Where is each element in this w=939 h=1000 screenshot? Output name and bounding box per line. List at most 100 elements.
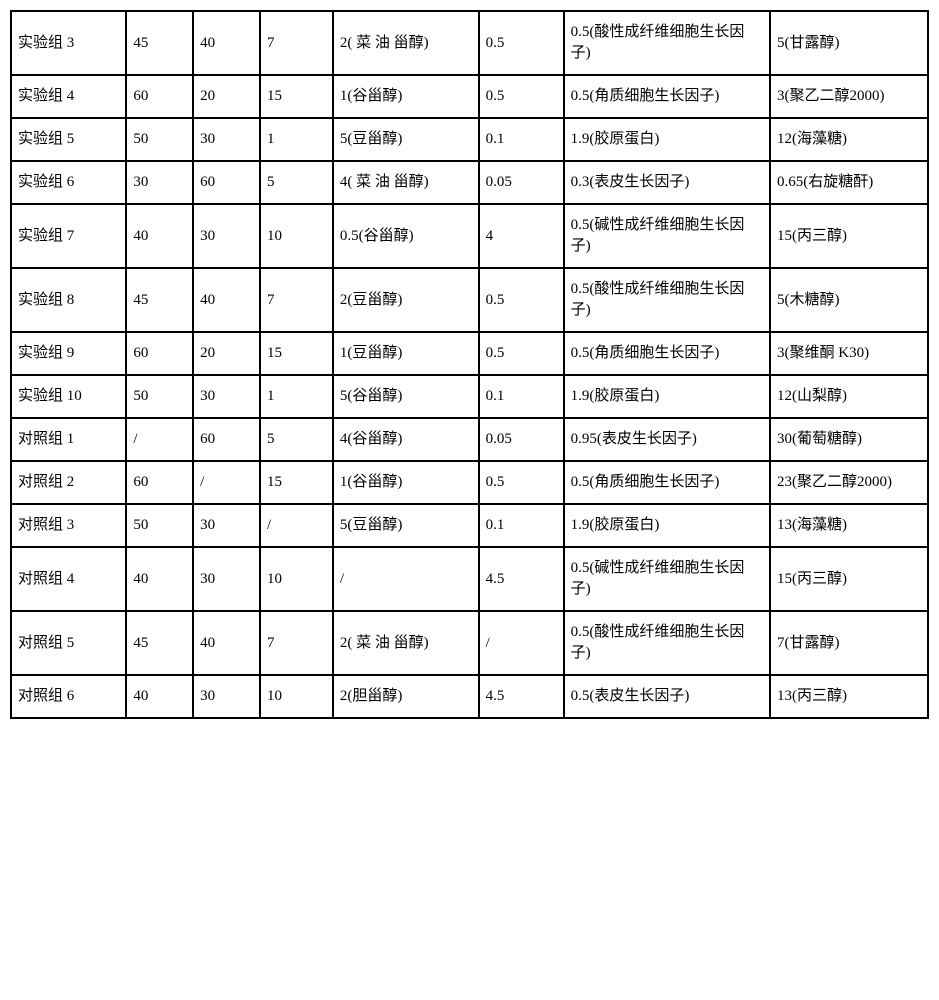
table-cell: / — [333, 547, 479, 611]
table-body: 实验组 3454072( 菜 油 甾醇)0.50.5(酸性成纤维细胞生长因子)5… — [11, 11, 928, 718]
data-table: 实验组 3454072( 菜 油 甾醇)0.50.5(酸性成纤维细胞生长因子)5… — [10, 10, 929, 719]
table-row: 对照组 35030/5(豆甾醇)0.11.9(胶原蛋白)13(海藻糖) — [11, 504, 928, 547]
table-cell: 0.5(碱性成纤维细胞生长因子) — [564, 204, 770, 268]
table-cell: 0.1 — [479, 375, 564, 418]
table-cell: 40 — [126, 547, 193, 611]
table-row: 实验组 10503015(谷甾醇)0.11.9(胶原蛋白)12(山梨醇) — [11, 375, 928, 418]
table-row: 实验组 96020151(豆甾醇)0.50.5(角质细胞生长因子)3(聚维酮 K… — [11, 332, 928, 375]
table-cell: 实验组 7 — [11, 204, 126, 268]
table-cell: 0.95(表皮生长因子) — [564, 418, 770, 461]
table-cell: 0.5(角质细胞生长因子) — [564, 332, 770, 375]
table-cell: 5(木糖醇) — [770, 268, 928, 332]
table-cell: 对照组 6 — [11, 675, 126, 718]
table-cell: / — [260, 504, 333, 547]
table-cell: 对照组 2 — [11, 461, 126, 504]
table-cell: 45 — [126, 611, 193, 675]
table-row: 对照组 4403010/4.50.5(碱性成纤维细胞生长因子)15(丙三醇) — [11, 547, 928, 611]
table-cell: 对照组 1 — [11, 418, 126, 461]
table-cell: 1 — [260, 375, 333, 418]
table-cell: 5 — [260, 418, 333, 461]
table-cell: 30 — [193, 675, 260, 718]
table-cell: 40 — [126, 675, 193, 718]
table-cell: 4( 菜 油 甾醇) — [333, 161, 479, 204]
table-cell: 0.1 — [479, 504, 564, 547]
table-cell: 对照组 4 — [11, 547, 126, 611]
table-cell: 7 — [260, 611, 333, 675]
table-cell: / — [126, 418, 193, 461]
table-cell: 0.65(右旋糖酐) — [770, 161, 928, 204]
table-cell: 0.05 — [479, 418, 564, 461]
table-cell: 60 — [126, 332, 193, 375]
table-cell: 5(豆甾醇) — [333, 118, 479, 161]
table-cell: 40 — [193, 268, 260, 332]
table-cell: 13(海藻糖) — [770, 504, 928, 547]
table-row: 实验组 74030100.5(谷甾醇)40.5(碱性成纤维细胞生长因子)15(丙… — [11, 204, 928, 268]
table-cell: 15(丙三醇) — [770, 547, 928, 611]
table-row: 实验组 5503015(豆甾醇)0.11.9(胶原蛋白)12(海藻糖) — [11, 118, 928, 161]
table-cell: 30 — [193, 375, 260, 418]
table-cell: 10 — [260, 675, 333, 718]
table-cell: 0.5 — [479, 461, 564, 504]
table-cell: 50 — [126, 375, 193, 418]
table-cell: 对照组 3 — [11, 504, 126, 547]
table-cell: 实验组 3 — [11, 11, 126, 75]
table-cell: 5(甘露醇) — [770, 11, 928, 75]
table-cell: 4(谷甾醇) — [333, 418, 479, 461]
table-cell: 5(谷甾醇) — [333, 375, 479, 418]
table-cell: 4 — [479, 204, 564, 268]
table-cell: 对照组 5 — [11, 611, 126, 675]
table-cell: 7 — [260, 268, 333, 332]
table-row: 实验组 46020151(谷甾醇)0.50.5(角质细胞生长因子)3(聚乙二醇2… — [11, 75, 928, 118]
table-cell: 0.5(谷甾醇) — [333, 204, 479, 268]
table-cell: 30 — [126, 161, 193, 204]
table-cell: 60 — [193, 418, 260, 461]
table-row: 实验组 6306054( 菜 油 甾醇)0.050.3(表皮生长因子)0.65(… — [11, 161, 928, 204]
table-cell: 3(聚乙二醇2000) — [770, 75, 928, 118]
table-cell: 2(胆甾醇) — [333, 675, 479, 718]
table-cell: 30 — [193, 204, 260, 268]
table-cell: 0.5 — [479, 75, 564, 118]
table-cell: 1.9(胶原蛋白) — [564, 504, 770, 547]
table-cell: 30(葡萄糖醇) — [770, 418, 928, 461]
table-cell: 15(丙三醇) — [770, 204, 928, 268]
table-cell: 50 — [126, 504, 193, 547]
table-cell: 1(谷甾醇) — [333, 461, 479, 504]
table-cell: 30 — [193, 504, 260, 547]
table-cell: 60 — [126, 75, 193, 118]
table-cell: 12(山梨醇) — [770, 375, 928, 418]
table-cell: 7 — [260, 11, 333, 75]
table-cell: 0.5 — [479, 11, 564, 75]
table-cell: 60 — [126, 461, 193, 504]
table-cell: 50 — [126, 118, 193, 161]
table-cell: 3(聚维酮 K30) — [770, 332, 928, 375]
table-cell: 0.5(角质细胞生长因子) — [564, 461, 770, 504]
table-cell: 1 — [260, 118, 333, 161]
table-row: 对照组 260/151(谷甾醇)0.50.5(角质细胞生长因子)23(聚乙二醇2… — [11, 461, 928, 504]
table-cell: 13(丙三醇) — [770, 675, 928, 718]
table-cell: 实验组 9 — [11, 332, 126, 375]
table-cell: 30 — [193, 118, 260, 161]
table-cell: 实验组 5 — [11, 118, 126, 161]
table-cell: 60 — [193, 161, 260, 204]
table-cell: 0.5 — [479, 332, 564, 375]
table-row: 对照组 64030102(胆甾醇)4.50.5(表皮生长因子)13(丙三醇) — [11, 675, 928, 718]
table-cell: 1.9(胶原蛋白) — [564, 375, 770, 418]
table-cell: 4.5 — [479, 547, 564, 611]
table-cell: 40 — [193, 11, 260, 75]
table-cell: 5(豆甾醇) — [333, 504, 479, 547]
table-cell: 45 — [126, 268, 193, 332]
table-cell: 1(谷甾醇) — [333, 75, 479, 118]
table-cell: 40 — [193, 611, 260, 675]
table-cell: 20 — [193, 332, 260, 375]
table-cell: 30 — [193, 547, 260, 611]
table-cell: 45 — [126, 11, 193, 75]
table-cell: 10 — [260, 547, 333, 611]
table-cell: 0.5(酸性成纤维细胞生长因子) — [564, 11, 770, 75]
table-cell: 40 — [126, 204, 193, 268]
table-cell: 2( 菜 油 甾醇) — [333, 611, 479, 675]
table-cell: 实验组 6 — [11, 161, 126, 204]
table-cell: / — [193, 461, 260, 504]
table-cell: 10 — [260, 204, 333, 268]
table-cell: 1(豆甾醇) — [333, 332, 479, 375]
table-cell: 20 — [193, 75, 260, 118]
